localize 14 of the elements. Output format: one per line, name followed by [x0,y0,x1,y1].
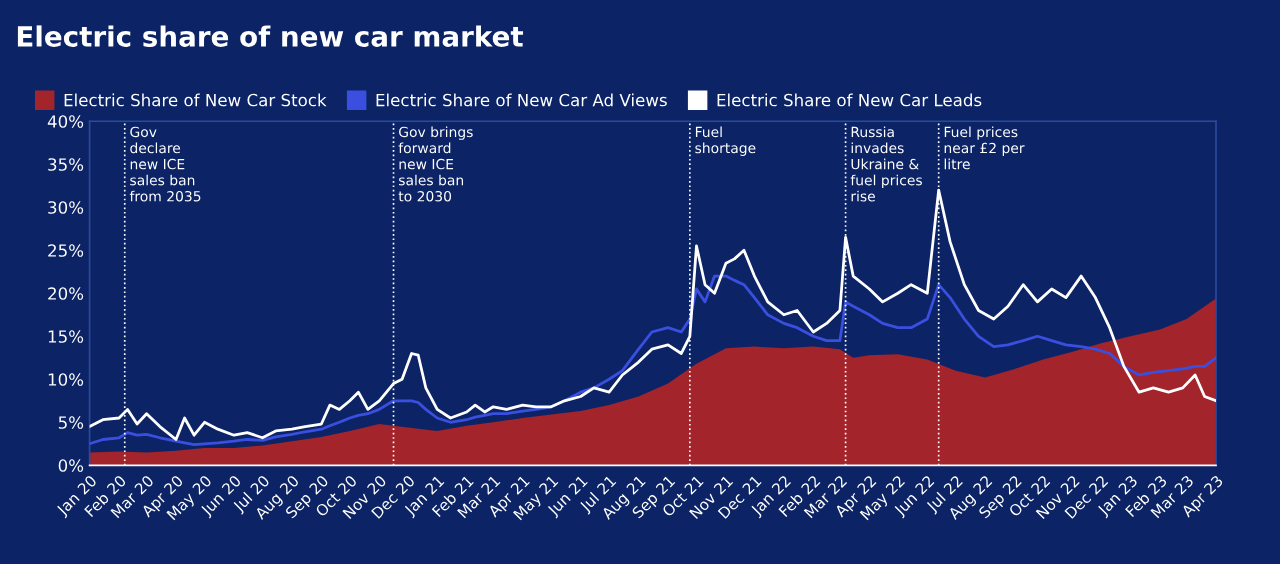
y-tick-label: 30% [48,201,84,214]
legend-label: Electric Share of New Car Leads [717,93,982,107]
y-tick-label: 25% [48,244,84,257]
legend-label: Electric Share of New Car Ad Views [376,93,667,107]
line-series [89,274,1216,447]
y-tick-label: 20% [48,287,84,300]
y-tick-label: 40% [47,115,84,128]
chart-title: Electric share of new car market [17,25,524,47]
y-tick-label: 10% [48,373,84,386]
y-tick-label: 0% [58,459,84,472]
y-tick-label: 5% [58,416,84,429]
legend-label: Electric Share of New Car Stock [64,93,327,107]
y-tick-label: 15% [48,330,84,343]
y-tick-label: 35% [48,158,84,171]
